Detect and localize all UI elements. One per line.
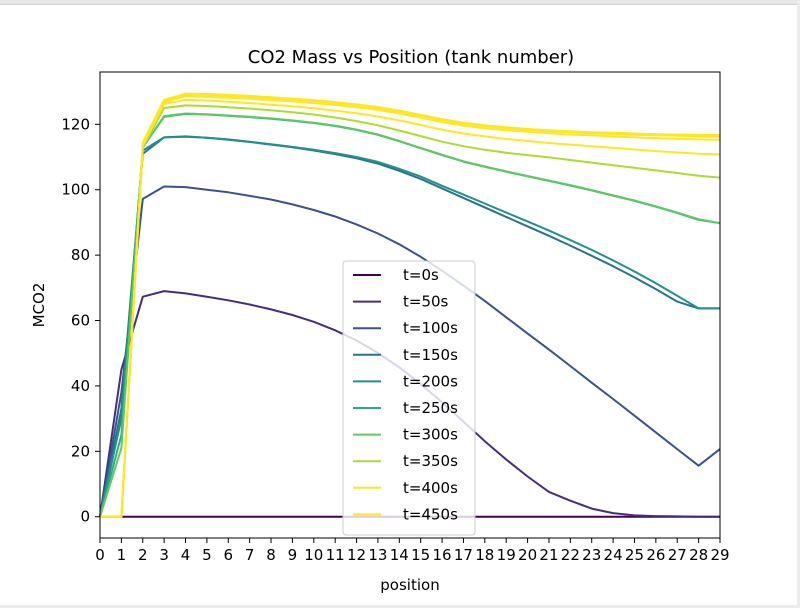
series-line-t100s bbox=[99, 185, 721, 517]
chart-title: CO2 Mass vs Position (tank number) bbox=[248, 47, 574, 68]
legend-label: t=100s bbox=[403, 319, 458, 337]
x-tick-label: 8 bbox=[266, 546, 276, 564]
x-tick-label: 25 bbox=[625, 546, 644, 564]
x-tick-label: 16 bbox=[433, 546, 452, 564]
x-tick-label: 1 bbox=[117, 546, 127, 564]
legend-box bbox=[342, 260, 476, 536]
legend-label: t=400s bbox=[403, 479, 458, 497]
x-tick-label: 26 bbox=[646, 546, 665, 564]
x-tick-label: 6 bbox=[224, 546, 234, 564]
x-tick-label: 10 bbox=[304, 546, 323, 564]
y-tick-label: 60 bbox=[71, 312, 90, 330]
legend-label: t=350s bbox=[403, 452, 458, 470]
x-tick-label: 24 bbox=[604, 546, 623, 564]
x-tick-label: 17 bbox=[454, 546, 473, 564]
legend-label: t=250s bbox=[403, 399, 458, 417]
x-tick-label: 14 bbox=[390, 546, 409, 564]
y-tick-label: 0 bbox=[80, 508, 90, 526]
x-tick-label: 15 bbox=[411, 546, 430, 564]
x-tick-label: 29 bbox=[710, 546, 729, 564]
x-tick-label: 5 bbox=[202, 546, 212, 564]
x-tick-label: 7 bbox=[245, 546, 255, 564]
x-tick-label: 18 bbox=[475, 546, 494, 564]
y-tick-label: 40 bbox=[71, 377, 90, 395]
legend: t=0s t=50s t=100s t=150s t=200s t=250s t=300s t… bbox=[342, 260, 476, 536]
legend-label: t=0s bbox=[403, 266, 439, 284]
plot-lines bbox=[99, 92, 721, 518]
legend-label: t=200s bbox=[403, 372, 458, 390]
x-tick-label: 21 bbox=[539, 546, 558, 564]
y-tick-label: 120 bbox=[61, 115, 90, 133]
x-tick-label: 12 bbox=[347, 546, 366, 564]
x-tick-label: 3 bbox=[159, 546, 169, 564]
x-tick-label: 13 bbox=[368, 546, 387, 564]
x-tick-label: 22 bbox=[561, 546, 580, 564]
x-tick-label: 28 bbox=[689, 546, 708, 564]
series-line-t450s bbox=[100, 95, 721, 518]
x-tick-label: 0 bbox=[95, 546, 105, 564]
x-axis-label: position bbox=[380, 576, 439, 594]
window-top-edge bbox=[0, 0, 800, 5]
legend-label: t=300s bbox=[403, 426, 458, 444]
x-tick-label: 27 bbox=[668, 546, 687, 564]
series-line-t300s bbox=[99, 112, 721, 517]
x-tick-label: 9 bbox=[288, 546, 298, 564]
x-tick-label: 11 bbox=[326, 546, 345, 564]
plot-area-frame bbox=[99, 71, 721, 539]
y-axis-ticks: 0 20 40 60 80 100 120 bbox=[61, 115, 100, 526]
x-tick-label: 2 bbox=[138, 546, 148, 564]
y-tick-label: 80 bbox=[71, 246, 90, 264]
x-tick-label: 23 bbox=[582, 546, 601, 564]
legend-label: t=50s bbox=[403, 293, 449, 311]
series-line-t400s bbox=[100, 98, 721, 518]
x-axis-ticks: 0 1 2 3 4 5 6 7 8 9 10 11 12 13 14 15 16 17 18 19 20 21 22 23 24… bbox=[95, 538, 730, 564]
legend-label: t=150s bbox=[403, 346, 458, 364]
series-line-t350s bbox=[100, 104, 721, 518]
x-tick-label: 4 bbox=[181, 546, 191, 564]
legend-label: t=450s bbox=[403, 505, 458, 523]
x-tick-label: 20 bbox=[518, 546, 537, 564]
series-line-overlay-1 bbox=[100, 92, 721, 518]
window-right-edge bbox=[797, 0, 800, 608]
y-axis-label: MCO2 bbox=[30, 283, 48, 328]
y-tick-label: 20 bbox=[71, 442, 90, 460]
series-line-t200s bbox=[99, 135, 720, 517]
x-tick-label: 19 bbox=[497, 546, 516, 564]
window-bottom-edge bbox=[0, 605, 800, 608]
y-tick-label: 100 bbox=[61, 181, 90, 199]
